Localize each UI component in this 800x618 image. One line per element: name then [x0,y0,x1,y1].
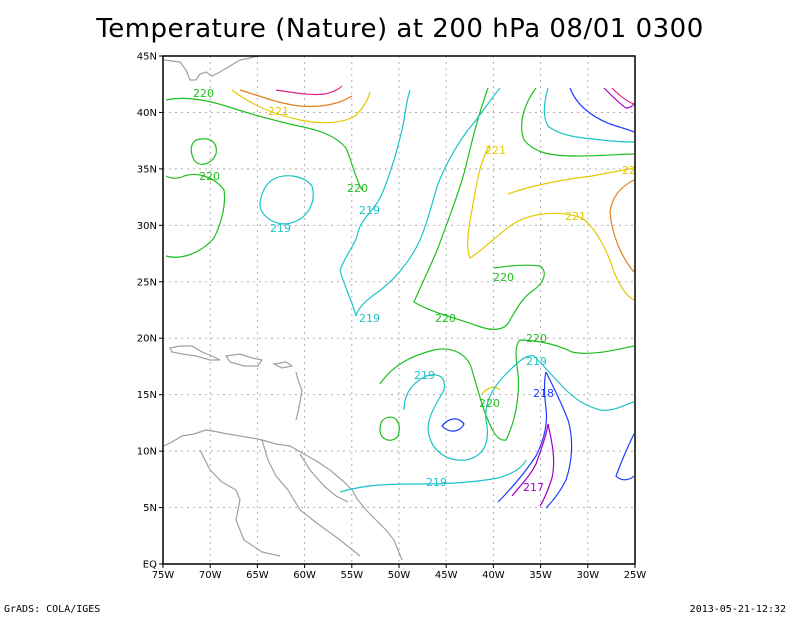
contour-label: 22 [622,164,636,177]
y-tick-label: 10N [137,447,157,458]
contour-label: 220 [199,170,220,183]
contour-217 [511,423,555,507]
contour-218-south [497,371,548,503]
x-tick-label: 55W [340,570,363,581]
contour-label: 220 [493,271,514,284]
south-america-coast [163,429,403,561]
puerto-rico-island [272,361,294,369]
cuba-island [169,345,221,361]
north-america-coast [163,55,259,81]
contour-label: 221 [485,144,506,157]
y-tick-label: 5N [143,503,157,514]
contour-label: 221 [268,105,289,118]
x-tick-label: 35W [529,570,552,581]
y-tick-label: 45N [137,52,157,63]
x-tick-label: 40W [482,570,505,581]
contour-label: 219 [426,476,447,489]
contour-219-ne [543,87,635,143]
south-america-interior-2 [261,439,361,557]
y-tick-label: 35N [137,164,157,175]
contour-218-e [615,433,635,481]
contour-218-loop [441,418,465,432]
contour-218-east [545,371,573,509]
x-tick-label: 45W [435,570,458,581]
south-america-interior-3 [299,453,349,503]
contour-label: 218 [533,387,554,400]
contour-219-south [403,355,635,461]
contour-label: 220 [193,87,214,100]
contour-218-ne [569,87,635,133]
contour-label: 220 [479,397,500,410]
y-tick-label: 20N [137,334,157,345]
contour-217-ne [603,87,635,109]
contour-221-ne [507,167,635,195]
contour-220-ne [521,87,635,157]
y-tick-label: 30N [137,221,157,232]
contour-220-south [379,339,635,441]
coastlines [163,55,403,561]
contour-lines [165,85,635,509]
x-tick-label: 30W [576,570,599,581]
y-tick-label: 15N [137,390,157,401]
y-tick-label: 25N [137,277,157,288]
y-tick-label: EQ [143,560,157,571]
contour-219-loop [259,175,314,225]
contour-220-center [413,87,545,330]
x-tick-label: 60W [293,570,316,581]
contour-label: 217 [523,481,544,494]
contour-label: 220 [435,312,456,325]
contour-220-blob [379,416,400,441]
x-axis-ticks: 75W 70W 65W 60W 55W 50W 45W 40W 35W 30W 25W [152,564,647,581]
y-axis-ticks: EQ 5N 10N 15N 20N 25N 30N 35N 40N 45N [137,52,163,571]
contour-label: 221 [565,210,586,223]
contour-219-coast [339,89,411,317]
contour-220-nw [165,97,363,191]
contour-labels: 220 221 220 219 219 220 221 221 22 220 2… [193,87,636,494]
contour-223-east [611,87,635,105]
contour-label: 220 [347,182,368,195]
contour-223 [275,85,343,96]
x-tick-label: 75W [152,570,175,581]
contour-label: 219 [359,204,380,217]
contour-label: 219 [414,369,435,382]
contour-label: 219 [270,222,291,235]
lesser-antilles [295,371,303,421]
x-tick-label: 70W [199,570,222,581]
x-tick-label: 65W [246,570,269,581]
contour-221 [231,89,371,124]
contour-221-loop [481,386,501,395]
contour-220-w [165,173,226,258]
x-tick-label: 50W [388,570,411,581]
contour-222-east [609,179,635,273]
south-america-interior-1 [199,449,281,557]
y-tick-label: 40N [137,108,157,119]
grid-lines [163,56,635,564]
contour-220-w-blob [190,138,217,165]
contour-221-east [467,144,635,301]
timestamp-label: 2013-05-21-12:32 [689,604,786,615]
hispaniola-island [224,353,263,367]
contour-219-center [355,87,501,317]
map-title: Temperature (Nature) at 200 hPa 08/01 03… [96,14,704,44]
contour-label: 219 [526,355,547,368]
credit-label: GrADS: COLA/IGES [4,604,101,615]
contour-222 [239,89,353,108]
x-tick-label: 25W [624,570,647,581]
contour-label: 219 [359,312,380,325]
contour-label: 220 [526,332,547,345]
contour-219-band [339,459,527,493]
